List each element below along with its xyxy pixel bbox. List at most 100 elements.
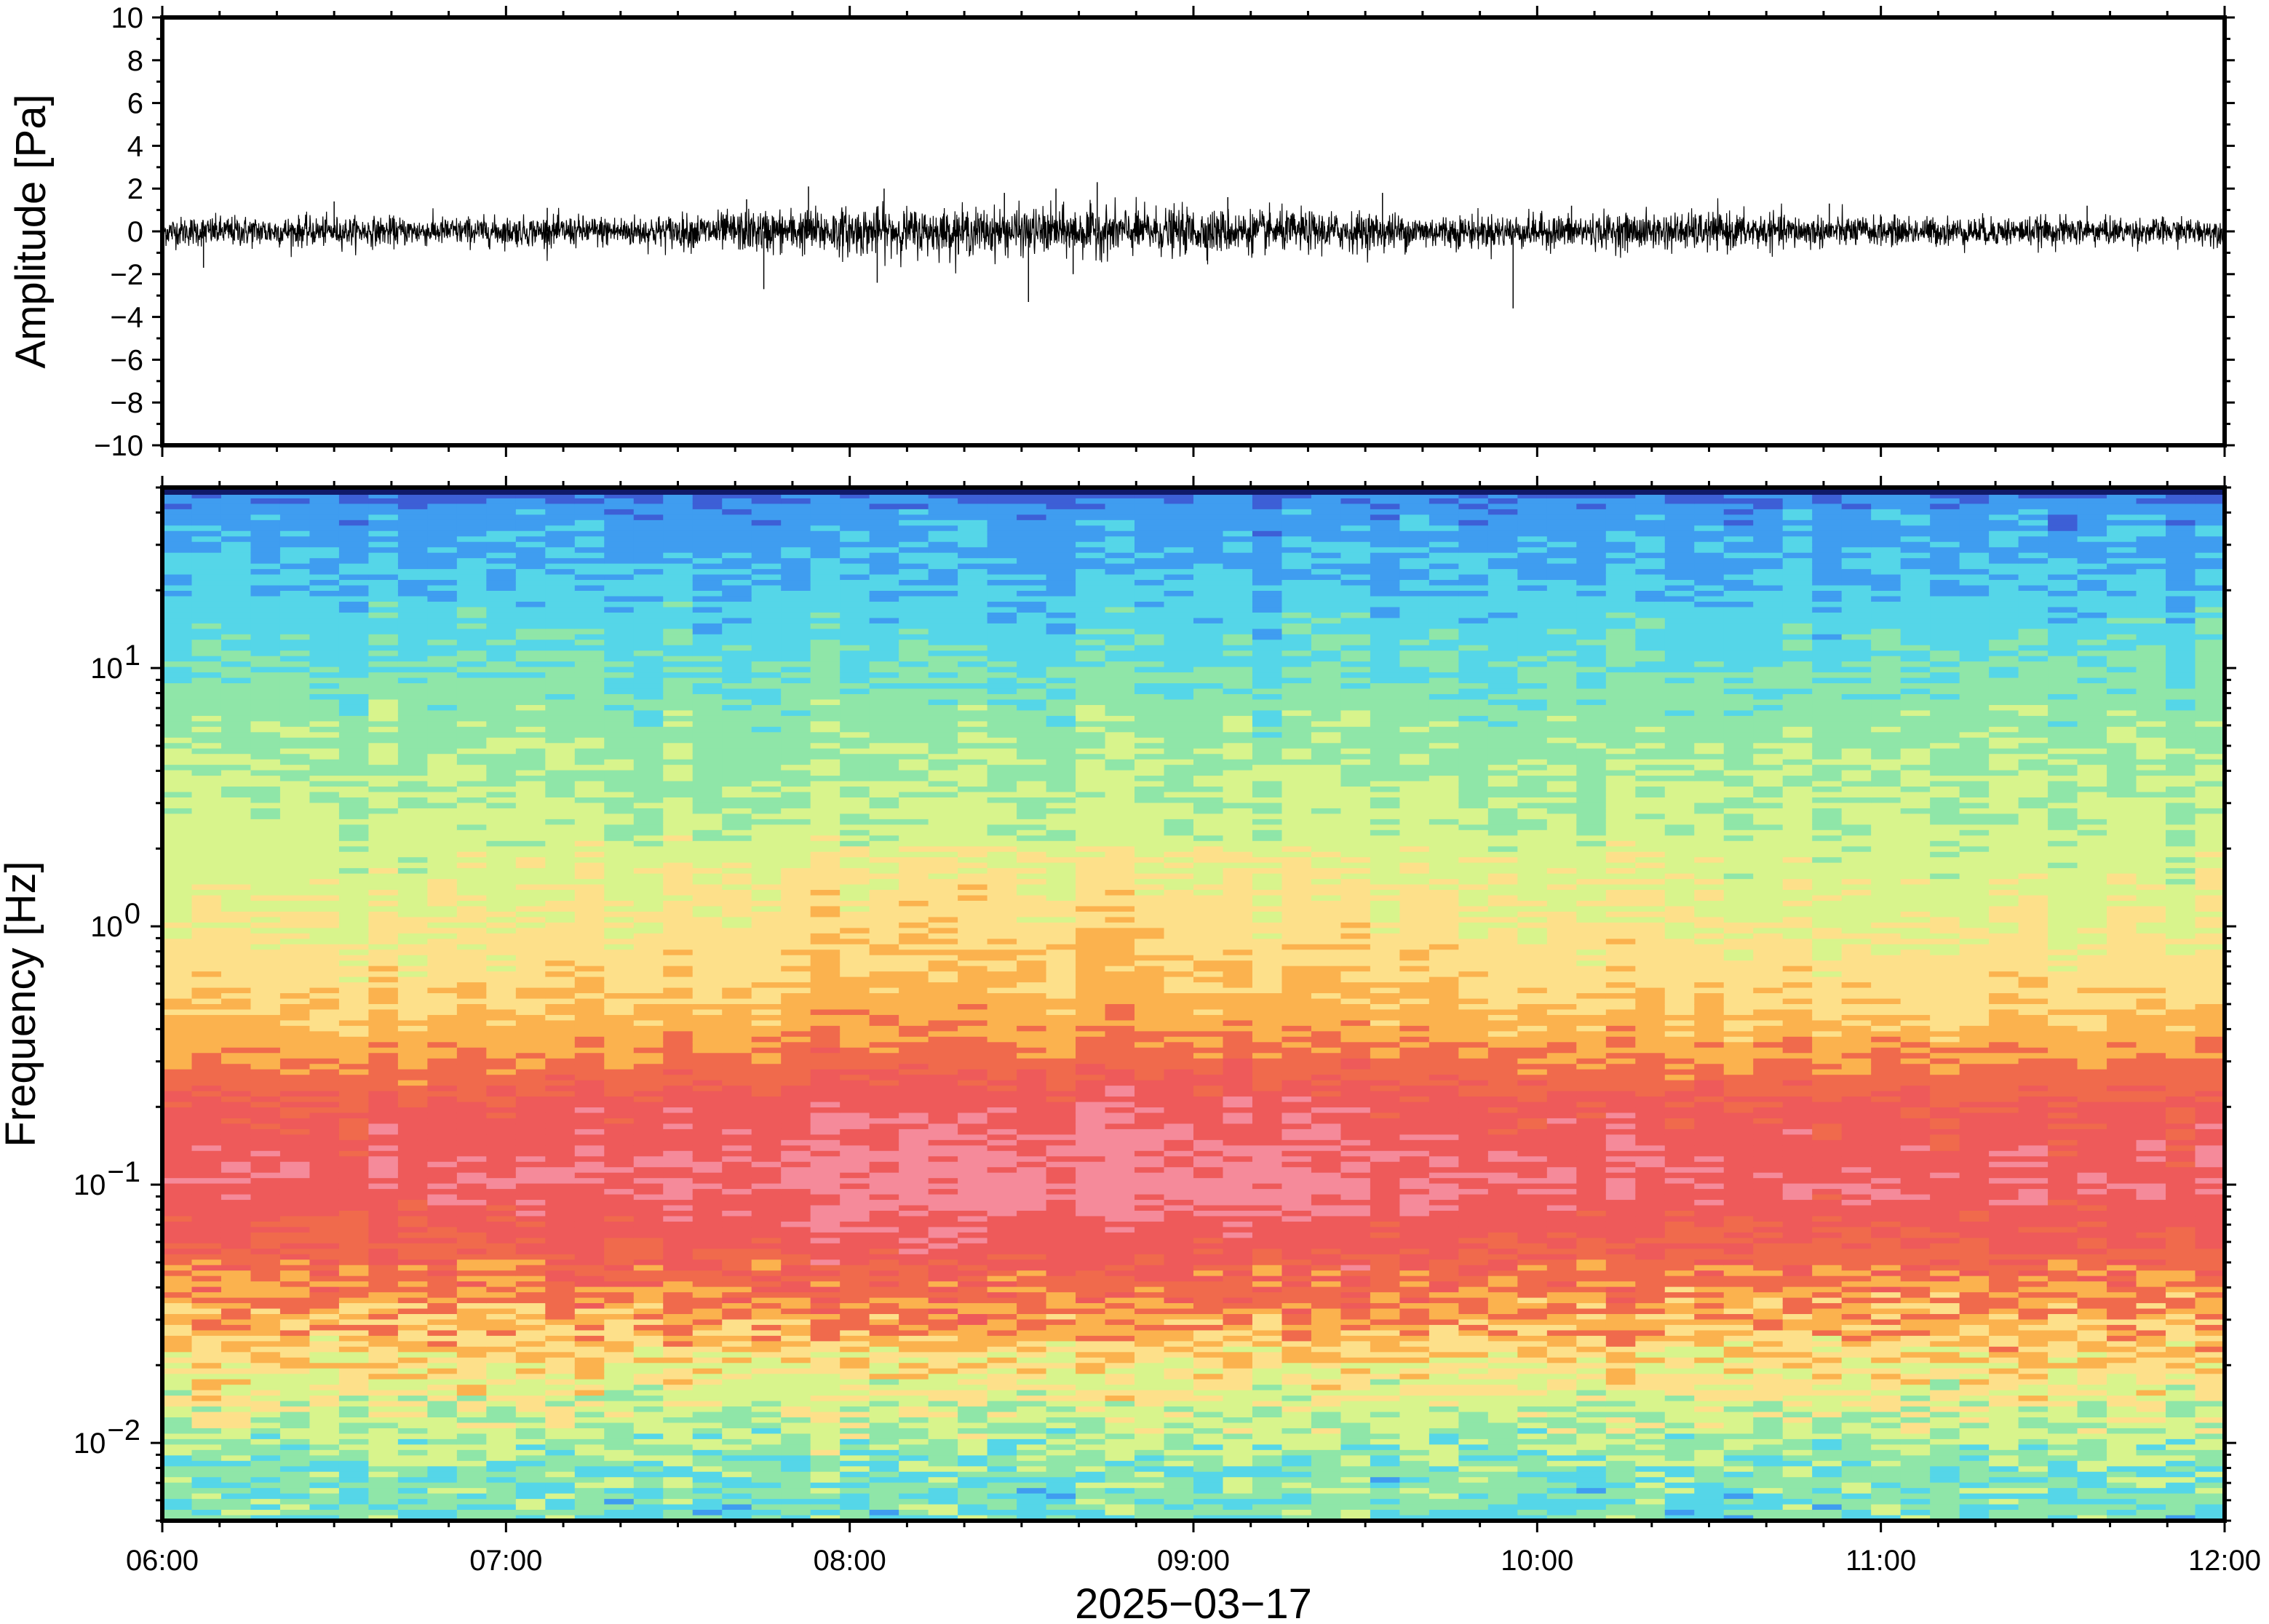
- spectrogram-cell: [869, 792, 899, 798]
- spectrogram-cell: [751, 1270, 782, 1277]
- spectrogram-cell: [309, 1042, 340, 1048]
- spectrogram-cell: [279, 1422, 311, 1429]
- spectrogram-cell: [397, 1330, 428, 1337]
- spectrogram-cell: [279, 520, 311, 526]
- spectrogram-cell: [279, 776, 311, 782]
- spectrogram-cell: [309, 1069, 340, 1075]
- spectrogram-cell: [220, 1303, 252, 1310]
- spectrogram-cell: [810, 895, 841, 901]
- spectrogram-cell: [604, 1292, 635, 1299]
- spectrogram-cell: [515, 1368, 546, 1374]
- spectrogram-cell: [309, 1433, 340, 1440]
- spectrogram-cell: [633, 677, 664, 684]
- spectrogram-cell: [162, 1200, 193, 1206]
- spectrogram-cell: [486, 1324, 517, 1332]
- spectrogram-cell: [810, 525, 841, 532]
- spectrogram-cell: [545, 835, 576, 842]
- spectrogram-cell: [545, 1444, 576, 1451]
- spectrogram-cell: [692, 813, 723, 820]
- spectrogram-cell: [486, 710, 517, 717]
- spectrogram-cell: [810, 1341, 841, 1348]
- spectrogram-cell: [486, 1107, 517, 1114]
- spectrogram-cell: [338, 503, 369, 510]
- spectrogram-cell: [279, 525, 311, 532]
- spectrogram-cell: [633, 634, 664, 640]
- spectrogram-cell: [722, 884, 752, 891]
- spectrogram-cell: [604, 1406, 635, 1413]
- spectrogram-cell: [633, 1102, 664, 1108]
- spectrogram-cell: [899, 792, 929, 798]
- spectrogram-cell: [722, 1156, 752, 1163]
- spectrogram-cell: [220, 1080, 252, 1086]
- spectrogram-cell: [869, 1156, 899, 1163]
- spectrogram-cell: [722, 1460, 752, 1467]
- spectrogram-cell: [722, 1145, 752, 1152]
- spectrogram-cell: [604, 792, 635, 798]
- spectrogram-cell: [604, 547, 635, 554]
- spectrogram-cell: [162, 574, 193, 581]
- spectrogram-heatmap: [162, 487, 2225, 1521]
- spectrogram-cell: [220, 1194, 252, 1201]
- spectrogram-cell: [604, 1428, 635, 1435]
- spectrogram-cell: [397, 1189, 428, 1195]
- spectrogram-cell: [486, 1281, 517, 1288]
- spectrogram-cell: [663, 1156, 694, 1163]
- spectrogram-cell: [279, 1112, 311, 1119]
- spectrogram-cell: [810, 585, 841, 592]
- spectrogram-cell: [397, 672, 428, 679]
- spectrogram-cell: [663, 1417, 694, 1424]
- spectrogram-cell: [456, 661, 487, 668]
- spectrogram-cell: [220, 1189, 252, 1195]
- spectrogram-cell: [663, 650, 694, 657]
- spectrogram-cell: [604, 1205, 635, 1211]
- spectrogram-cell: [456, 1438, 487, 1445]
- spectrogram-cell: [663, 688, 694, 695]
- spectrogram-cell: [545, 591, 576, 597]
- spectrogram-cell: [869, 776, 899, 782]
- spectrogram-cell: [781, 585, 811, 592]
- spectrogram-cell: [397, 1009, 428, 1016]
- spectrogram-cell: [397, 1243, 428, 1249]
- spectrogram-cell: [279, 1064, 311, 1070]
- spectrogram-cell: [397, 1150, 428, 1157]
- spectrogram-cell: [781, 781, 811, 787]
- spectrogram-cell: [692, 1238, 723, 1244]
- spectrogram-cell: [663, 1036, 694, 1043]
- spectrogram-cell: [427, 1455, 458, 1462]
- spectrogram-cell: [162, 1292, 193, 1299]
- spectrogram-cell: [368, 1346, 399, 1353]
- spectrogram-cell: [781, 1200, 811, 1206]
- spectrogram-cell: [338, 982, 369, 989]
- spectrogram-cell: [545, 547, 576, 554]
- spectrogram-cell: [162, 1433, 193, 1440]
- spectrogram-cell: [810, 536, 841, 543]
- spectrogram-cell: [279, 797, 311, 804]
- spectrogram-cell: [899, 906, 929, 912]
- spectrogram-cell: [722, 1086, 752, 1092]
- spectrogram-cell: [722, 580, 752, 586]
- spectrogram-cell: [574, 873, 605, 880]
- spectrogram-cell: [309, 873, 340, 880]
- spectrogram-cell: [781, 787, 811, 793]
- spectrogram-cell: [279, 541, 311, 548]
- spectrogram-cell: [250, 1232, 281, 1238]
- spectrogram-cell: [191, 580, 222, 586]
- spectrogram-cell: [191, 955, 222, 961]
- spectrogram-cell: [486, 1102, 517, 1108]
- spectrogram-cell: [309, 634, 340, 640]
- spectrogram-cell: [899, 803, 929, 809]
- spectrogram-cell: [397, 803, 428, 809]
- spectrogram-cell: [397, 688, 428, 695]
- spectrogram-cell: [397, 982, 428, 989]
- spectrogram-cell: [368, 1504, 399, 1510]
- spectrogram-cell: [309, 868, 340, 875]
- spectrogram-cell: [545, 530, 576, 537]
- spectrogram-cell: [515, 1020, 546, 1027]
- spectrogram-cell: [810, 1020, 841, 1027]
- spectrogram-cell: [781, 840, 811, 847]
- spectrogram-cell: [279, 976, 311, 983]
- spectrogram-cell: [338, 873, 369, 880]
- spectrogram-cell: [338, 1385, 369, 1391]
- spectrogram-cell: [663, 759, 694, 765]
- spectrogram-cell: [309, 1292, 340, 1299]
